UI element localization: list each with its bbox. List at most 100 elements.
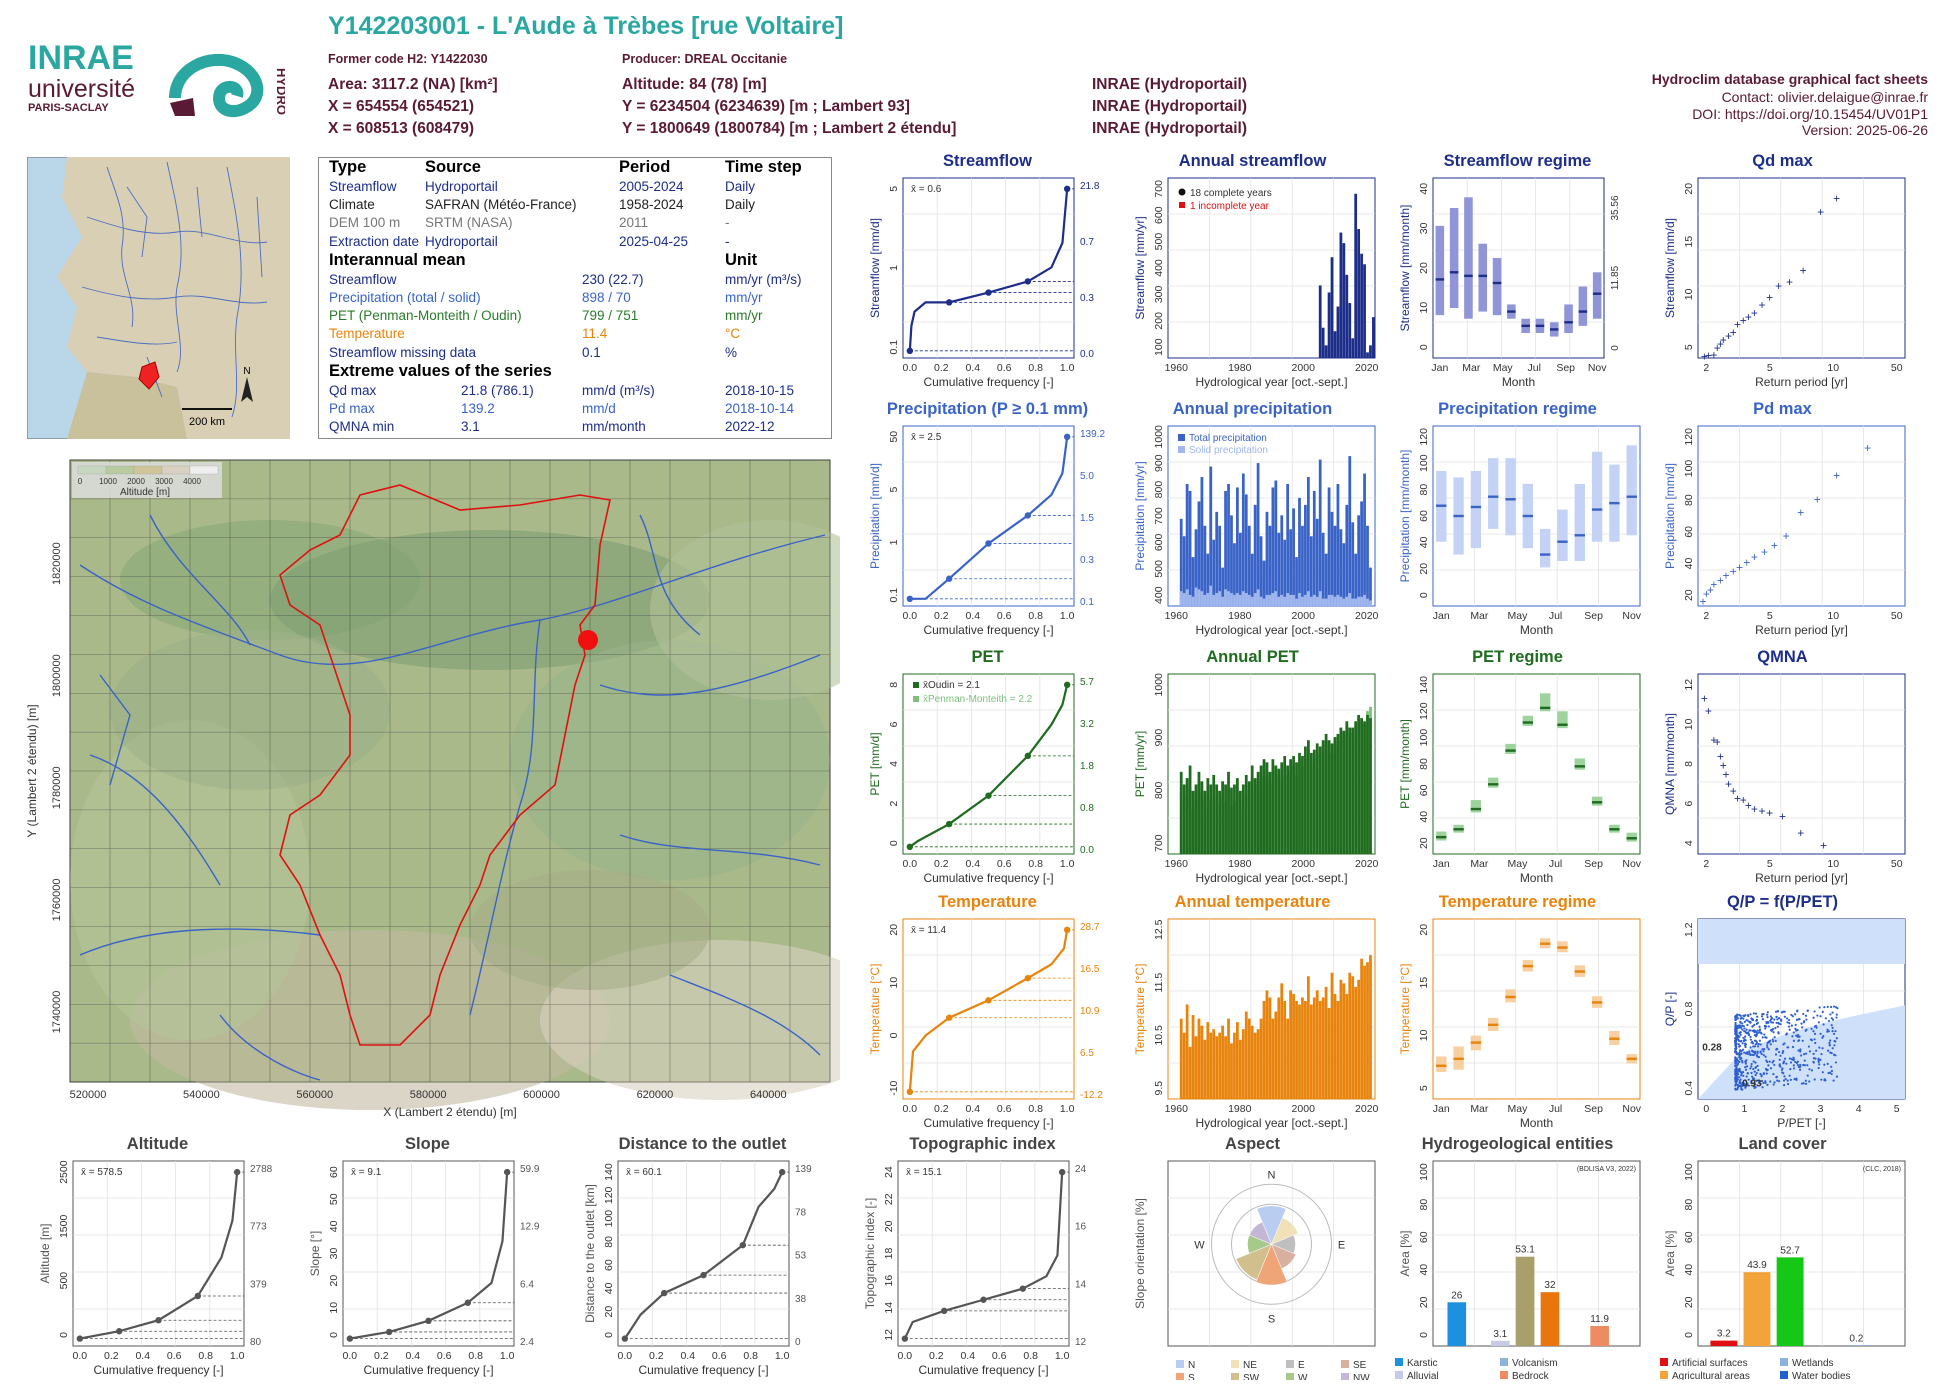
regime-box <box>1557 509 1568 561</box>
info-cell: Hydroportail <box>425 179 498 194</box>
bar <box>1339 529 1343 606</box>
x-tick: Sep <box>1584 610 1603 622</box>
x-tick: 600000 <box>523 1089 560 1101</box>
solid-bar <box>1357 596 1361 606</box>
quantile-point <box>940 1307 948 1315</box>
mean-label: x̄ = 15.1 <box>906 1167 942 1178</box>
regime-box <box>1557 711 1568 729</box>
ratio-label: 0.93 <box>1742 1078 1762 1089</box>
chart-title: QMNA <box>1757 648 1808 666</box>
x-axis-label: Cumulative frequency [-] <box>918 1363 1048 1377</box>
bar <box>1333 993 1337 1099</box>
scatter-point: + <box>1710 578 1717 592</box>
bar <box>1289 529 1293 606</box>
bar <box>1250 765 1254 854</box>
x-tick: Mar <box>1470 1103 1489 1115</box>
extreme-date: 2018-10-15 <box>725 382 795 398</box>
y-tick: 24 <box>883 1166 895 1178</box>
bar <box>1345 993 1349 1099</box>
bar <box>1315 518 1319 606</box>
solid-bar <box>1309 596 1313 606</box>
bar <box>1345 504 1349 606</box>
regime-box <box>1435 225 1445 316</box>
quantile-tick: 38 <box>795 1294 807 1305</box>
y-tick: 10 <box>888 977 900 989</box>
bar <box>1283 1000 1287 1099</box>
bar <box>1179 771 1183 854</box>
bar <box>1321 740 1325 854</box>
bar <box>1354 193 1358 358</box>
inrae-wordmark: INRAE <box>28 39 134 77</box>
scatter-point: + <box>1740 793 1747 807</box>
scatter-point: + <box>1722 768 1729 782</box>
bar <box>1215 511 1219 606</box>
scatter-point: + <box>1710 733 1717 747</box>
x-tick: Sep <box>1584 1103 1603 1115</box>
scatter-point: + <box>1751 550 1758 564</box>
x-tick: 0.0 <box>343 1350 358 1362</box>
bar <box>1230 1043 1233 1099</box>
bar <box>1244 1011 1248 1099</box>
x-tick: 2 <box>1703 362 1709 374</box>
legend-incomplete: 1 incomplete year <box>1190 201 1270 212</box>
col-header: Source <box>425 158 481 176</box>
bar <box>1212 774 1216 854</box>
extreme-unit: mm/d <box>582 401 616 416</box>
x-tick: 1.0 <box>1060 610 1075 622</box>
y-tick: 5 <box>1418 1085 1430 1091</box>
bar <box>1333 525 1337 606</box>
legend-label: Volcanism <box>1512 1358 1558 1369</box>
x-tick: 0.0 <box>73 1350 88 1362</box>
mean-value: 898 / 70 <box>582 290 631 305</box>
regime-box <box>1626 445 1637 536</box>
extreme-value: 21.8 (786.1) <box>461 382 534 398</box>
bar <box>1357 515 1361 606</box>
x-tick: 0 <box>1703 1103 1709 1115</box>
bar <box>1304 1000 1307 1099</box>
scatter-point: + <box>1701 691 1708 705</box>
scatter-point: + <box>1710 348 1717 362</box>
bar <box>1295 1000 1298 1099</box>
mean-label: x̄ = 2.5 <box>911 432 942 443</box>
scatter-point: + <box>1717 574 1724 588</box>
regime-box <box>1436 1056 1447 1072</box>
bar <box>1330 511 1334 606</box>
y-axis-label: QMNA [mm/month] <box>1663 713 1677 815</box>
solid-bar <box>1327 594 1331 606</box>
scatter-point: + <box>1833 469 1840 483</box>
bar <box>1324 733 1328 854</box>
y-tick: 1000 <box>1153 673 1165 697</box>
chart-0: Streamflow 0.0 0.2 0.4 0.6 0.8 1.0 0.1 1 5 Cumulat… <box>855 152 1120 392</box>
y-tick: 1 <box>888 265 900 271</box>
solid-bar <box>1342 598 1346 606</box>
x-tick: 2 <box>1703 610 1709 622</box>
scatter-point: + <box>1775 279 1782 293</box>
chart-21: Hydrogeological entities 0 20 40 60 80 100 Area… <box>1385 1135 1650 1380</box>
legend-label: SE <box>1353 1360 1367 1371</box>
x-tick: 0.6 <box>997 858 1012 870</box>
y-axis-label: Area [%] <box>1398 1230 1412 1276</box>
aspect-sector <box>1255 1243 1288 1286</box>
x-tick: 0.8 <box>1028 610 1043 622</box>
quantile-point <box>906 347 914 354</box>
extreme-unit: mm/month <box>582 419 646 435</box>
x-tick: 1960 <box>1165 610 1189 622</box>
x-tick: 0.6 <box>992 1350 1007 1362</box>
x-tick: 0.8 <box>1023 1350 1038 1362</box>
x-lambert93: X = 654554 (654521) <box>328 98 475 115</box>
bar <box>1218 1032 1222 1099</box>
bar <box>1360 253 1363 358</box>
x-tick: 10 <box>1827 362 1839 374</box>
solid-bar <box>1197 589 1201 606</box>
outlet-marker <box>578 630 598 650</box>
y-tick: 400 <box>1153 586 1165 604</box>
col-header: Period <box>619 158 671 176</box>
ratio-label: 0.28 <box>1702 1042 1722 1053</box>
doi-link[interactable]: DOI: https://doi.org/10.15454/UV01P1 <box>1692 106 1928 122</box>
x-tick: Jul <box>1528 362 1541 374</box>
data-line <box>903 1172 1064 1340</box>
solid-bar <box>1244 593 1248 606</box>
chart-title: Annual temperature <box>1174 893 1331 911</box>
x-tick: 0.8 <box>468 1350 483 1362</box>
y-tick: 5 <box>1683 344 1695 350</box>
